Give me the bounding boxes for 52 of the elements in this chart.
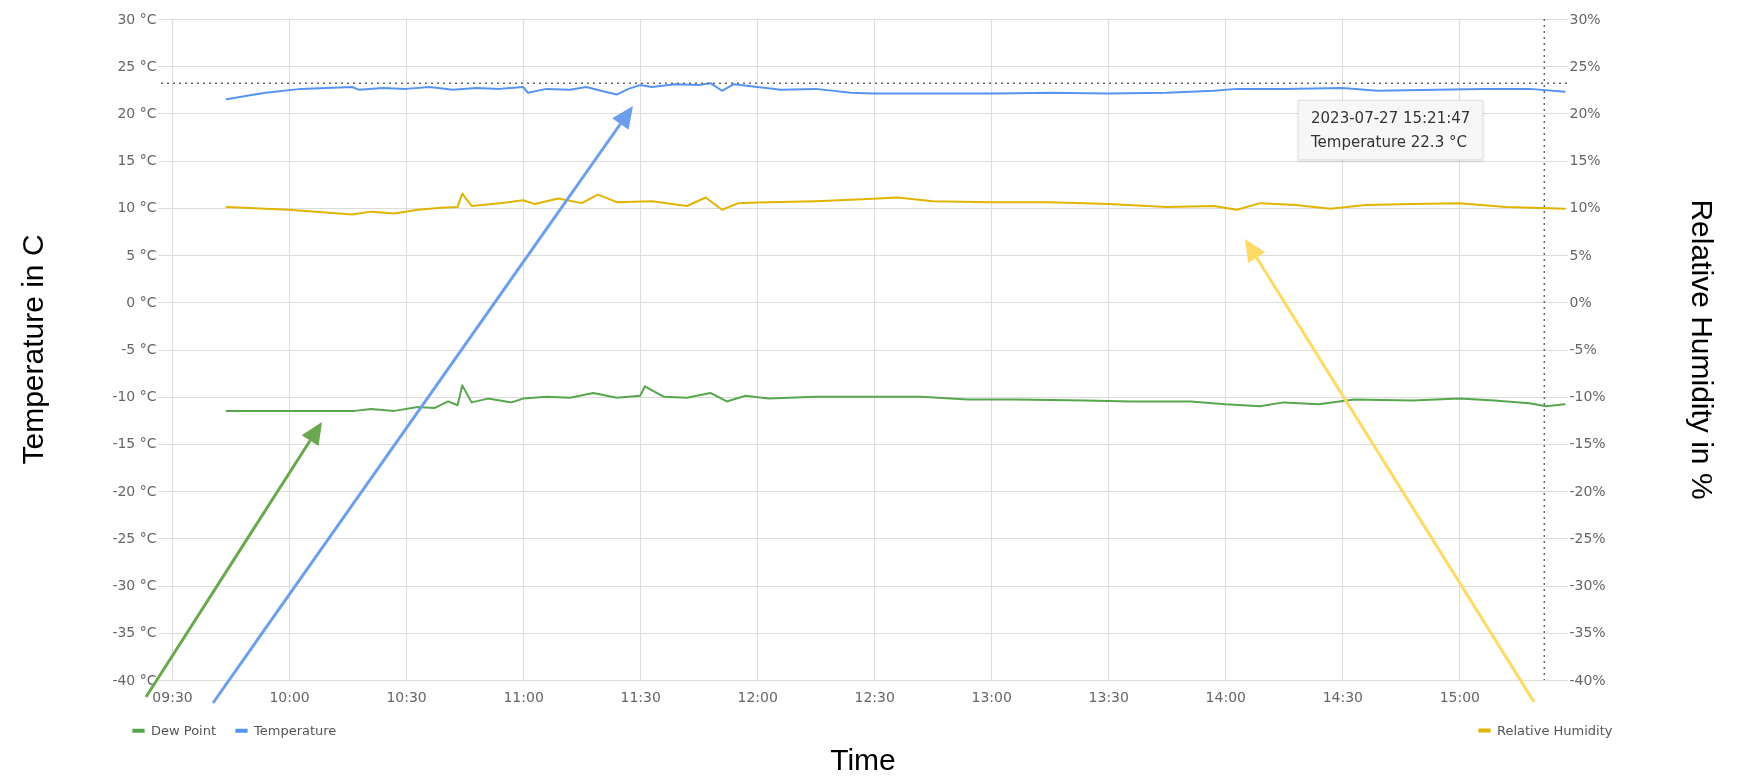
x-tick-label: 14:30: [1322, 688, 1363, 705]
y-tick-label: -10 °C: [112, 388, 157, 405]
y-tick-label: -5 °C: [121, 341, 157, 357]
x-tick-label: 13:30: [1088, 688, 1129, 705]
y-tick-label: -20 °C: [112, 482, 157, 499]
y-tick-label: -35 °C: [112, 624, 157, 641]
y2-tick-label: 20%: [1569, 104, 1601, 121]
x-tick-label: 10:00: [269, 688, 310, 705]
line-series: [225, 82, 1566, 101]
x-tick-label: 14:00: [1205, 688, 1246, 705]
legend-label: Relative Humidity: [1497, 722, 1613, 738]
y2-tick-label: 10%: [1569, 199, 1601, 216]
y2-axis-title: Relative Humidity in %: [1685, 199, 1719, 500]
y2-tick-label: -10%: [1569, 388, 1606, 405]
y-tick-label: 30 °C: [117, 10, 157, 27]
y2-tick-label: -35%: [1569, 624, 1606, 641]
y-tick-label: 0 °C: [126, 293, 157, 310]
y-axis-title: Temperature in C: [15, 234, 49, 465]
x-tick-label: 12:00: [737, 688, 778, 705]
y2-tick-label: -5%: [1569, 341, 1597, 357]
x-tick-label: 12:30: [854, 688, 895, 705]
y2-tick-label: 25%: [1569, 57, 1601, 74]
y2-tick-label: -25%: [1569, 529, 1606, 546]
x-tick-label: 11:00: [503, 688, 544, 705]
annotation: Temperature 22.3 °C: [1311, 133, 1468, 151]
y2-tick-label: -30%: [1569, 577, 1606, 594]
y2-tick-label: 30%: [1569, 10, 1601, 27]
y-tick-label: 15 °C: [117, 152, 157, 169]
y-tick-label: 20 °C: [117, 104, 157, 121]
y2-tick-label: 15%: [1569, 152, 1601, 169]
y-tick-label: -15 °C: [112, 435, 157, 452]
x-tick-label: 10:30: [386, 688, 427, 705]
annotation: 2023-07-27 15:21:47: [1311, 109, 1471, 127]
y2-tick-label: -15%: [1569, 435, 1606, 452]
y2-tick-label: 0%: [1569, 293, 1592, 310]
y2-tick-label: -40%: [1569, 671, 1606, 688]
y2-tick-label: -20%: [1569, 482, 1606, 499]
y-tick-label: -25 °C: [112, 529, 157, 546]
x-axis-title: Time: [830, 742, 896, 776]
x-tick-label: 09:30: [152, 688, 193, 705]
x-tick-label: 11:30: [620, 688, 661, 705]
y-tick-label: 5 °C: [126, 246, 157, 263]
legend-label: Dew Point: [151, 722, 217, 738]
y-tick-label: 10 °C: [117, 199, 157, 216]
legend-label: Temperature: [253, 722, 337, 738]
y-tick-label: -30 °C: [112, 577, 157, 594]
x-tick-label: 15:00: [1439, 688, 1481, 705]
line-series: [225, 384, 1566, 412]
y2-tick-label: 5%: [1569, 246, 1592, 263]
x-tick-label: 13:00: [971, 688, 1012, 705]
y-tick-label: 25 °C: [117, 57, 157, 74]
line-series: [225, 192, 1566, 216]
